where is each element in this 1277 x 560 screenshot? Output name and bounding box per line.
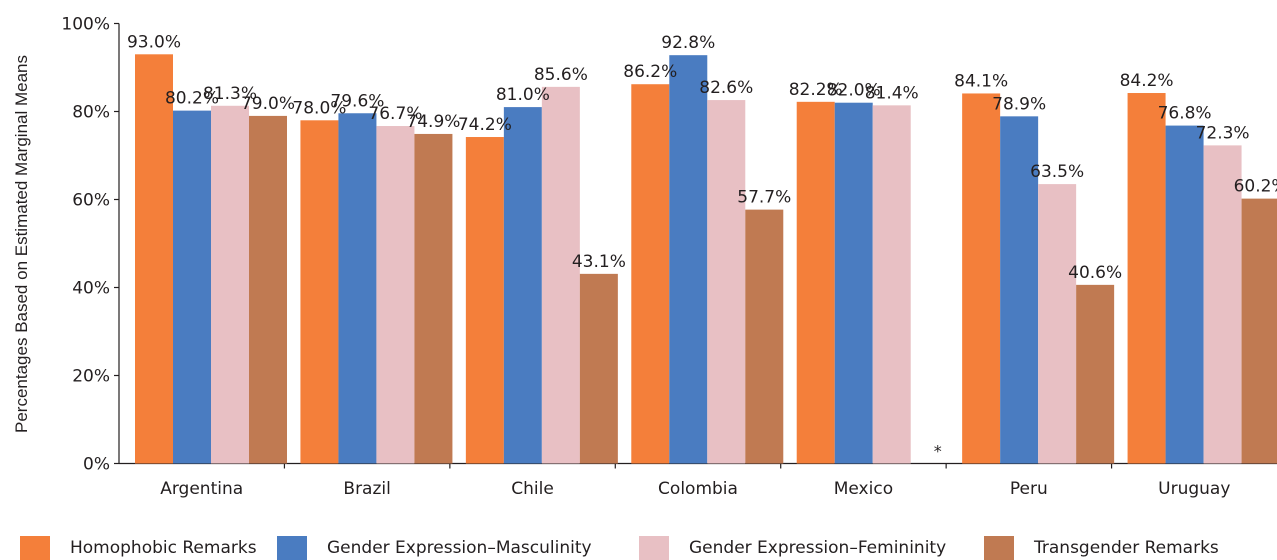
bar	[1000, 116, 1039, 464]
data-label: 85.6%	[534, 65, 588, 85]
data-label: 63.5%	[1030, 162, 1084, 182]
data-label: 76.8%	[1158, 104, 1212, 124]
bar	[631, 84, 670, 464]
data-label: 82.6%	[699, 78, 753, 98]
bar	[796, 101, 835, 464]
bar	[249, 115, 287, 464]
legend-label-masculinity: Gender Expression–Masculinity	[327, 538, 592, 558]
bar	[834, 102, 873, 464]
bar	[338, 113, 377, 464]
data-label: 93.0%	[127, 32, 181, 52]
bar	[1165, 125, 1204, 464]
legend-swatch-femininity	[639, 536, 669, 560]
legend-swatch-homophobic	[20, 536, 50, 560]
bar	[872, 105, 911, 464]
bar	[579, 273, 618, 464]
data-label: 74.2%	[458, 115, 512, 135]
bar-chart: Percentages Based on Estimated Marginal …	[12, 15, 1277, 499]
legend-item-transgender: Transgender Remarks	[984, 536, 1219, 560]
y-tick-label: 40%	[72, 279, 110, 299]
x-tick-label: Peru	[1010, 479, 1048, 499]
legend-item-masculinity: Gender Expression–Masculinity	[277, 536, 592, 560]
data-label: 79.6%	[330, 91, 384, 111]
data-label: 74.9%	[406, 112, 460, 132]
bar	[135, 54, 173, 464]
y-tick-label: 20%	[72, 367, 110, 387]
bar	[1127, 93, 1166, 464]
data-label: 72.3%	[1196, 123, 1250, 143]
data-label: 81.4%	[865, 83, 919, 103]
y-tick-label: 60%	[72, 191, 110, 211]
x-tick-label: Argentina	[160, 479, 243, 499]
data-label: 84.1%	[954, 71, 1008, 91]
legend: Homophobic Remarks Gender Expression–Mas…	[0, 530, 1277, 560]
bar	[211, 105, 249, 464]
data-label: 82.2%	[789, 80, 843, 100]
bars-group	[135, 54, 1277, 464]
y-axis-label: Percentages Based on Estimated Marginal …	[12, 55, 31, 433]
bar	[465, 137, 504, 464]
data-label: 57.7%	[737, 188, 791, 208]
y-tick-label: 0%	[83, 455, 110, 475]
bar	[414, 133, 453, 464]
data-label: 81.0%	[496, 85, 550, 105]
x-tick-label: Mexico	[834, 479, 893, 499]
data-label: 78.0%	[292, 98, 346, 118]
x-tick-label: Chile	[511, 479, 554, 499]
data-label: 81.3%	[203, 84, 257, 104]
bar	[962, 93, 1001, 464]
data-labels-group: 93.0% 78.0% 74.2% 86.2% 82.2% 84.1% 84.2% 80.2%…	[127, 32, 1277, 460]
data-label: 40.6%	[1068, 263, 1122, 283]
bar	[707, 100, 746, 464]
x-tick-label: Colombia	[658, 479, 738, 499]
legend-item-femininity: Gender Expression–Femininity	[639, 536, 946, 560]
bar	[541, 86, 580, 464]
bar	[503, 107, 542, 464]
missing-data-asterisk: *	[934, 442, 942, 461]
x-tick-label: Brazil	[343, 479, 390, 499]
legend-swatch-masculinity	[277, 536, 307, 560]
data-label: 84.2%	[1120, 71, 1174, 91]
data-label: 76.7%	[368, 104, 422, 124]
bar	[376, 126, 415, 464]
legend-label-transgender: Transgender Remarks	[1034, 538, 1219, 558]
y-tick-label: 80%	[72, 103, 110, 123]
data-label: 79.0%	[241, 94, 295, 114]
data-label: 82.0%	[827, 81, 881, 101]
legend-label-femininity: Gender Expression–Femininity	[689, 538, 947, 558]
bar	[1038, 184, 1077, 464]
bar	[173, 110, 211, 464]
legend-item-homophobic: Homophobic Remarks	[20, 536, 257, 560]
bar	[1203, 145, 1242, 464]
legend-swatch-transgender	[984, 536, 1014, 560]
data-label: 60.2%	[1234, 177, 1277, 197]
y-tick-label: 100%	[61, 15, 110, 35]
data-label: 80.2%	[165, 89, 219, 109]
bar	[300, 120, 339, 464]
bar	[1076, 284, 1115, 464]
bar	[1241, 198, 1277, 464]
data-label: 86.2%	[623, 62, 677, 82]
bar	[669, 55, 708, 464]
data-label: 92.8%	[661, 33, 715, 53]
x-tick-label: Uruguay	[1158, 479, 1230, 499]
legend-label-homophobic: Homophobic Remarks	[70, 538, 257, 558]
data-label: 78.9%	[992, 94, 1046, 114]
data-label: 43.1%	[572, 252, 626, 272]
bar	[745, 209, 784, 464]
